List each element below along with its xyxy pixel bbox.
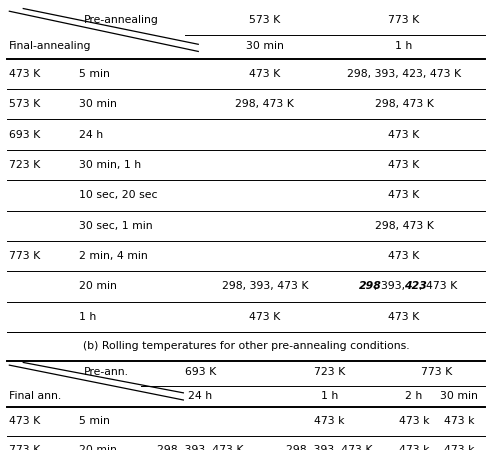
Text: 473 k: 473 k (444, 416, 474, 427)
Text: Final ann.: Final ann. (9, 391, 62, 401)
Text: 693 K: 693 K (184, 367, 216, 377)
Text: 20 min: 20 min (79, 445, 117, 450)
Text: 5 min: 5 min (79, 416, 110, 427)
Text: 298: 298 (359, 282, 382, 292)
Text: 298, 473 K: 298, 473 K (236, 99, 294, 109)
Text: 24 h: 24 h (79, 130, 103, 140)
Text: 30 min, 1 h: 30 min, 1 h (79, 160, 141, 170)
Text: 1 h: 1 h (79, 312, 96, 322)
Text: , 473 K: , 473 K (419, 282, 457, 292)
Text: 773 K: 773 K (9, 251, 41, 261)
Text: 30 min: 30 min (79, 99, 117, 109)
Text: 473 k: 473 k (399, 445, 430, 450)
Text: 473 K: 473 K (249, 312, 280, 322)
Text: 298, 393, 473 K: 298, 393, 473 K (157, 445, 244, 450)
Text: 5 min: 5 min (79, 69, 110, 79)
Text: 298, 473 K: 298, 473 K (375, 99, 433, 109)
Text: 2 h: 2 h (405, 391, 423, 401)
Text: 30 min: 30 min (246, 41, 284, 51)
Text: 1 h: 1 h (321, 391, 338, 401)
Text: 723 K: 723 K (314, 367, 345, 377)
Text: 473 K: 473 K (9, 69, 41, 79)
Text: 30 min: 30 min (440, 391, 478, 401)
Text: 773 K: 773 K (9, 445, 41, 450)
Text: Pre-ann.: Pre-ann. (84, 367, 129, 377)
Text: 473 K: 473 K (389, 251, 420, 261)
Text: 423: 423 (404, 282, 427, 292)
Text: 473 K: 473 K (389, 130, 420, 140)
Text: 723 K: 723 K (9, 160, 41, 170)
Text: 693 K: 693 K (9, 130, 41, 140)
Text: 573 K: 573 K (9, 99, 41, 109)
Text: 1 h: 1 h (396, 41, 413, 51)
Text: Final-annealing: Final-annealing (9, 41, 92, 51)
Text: 473 k: 473 k (399, 416, 430, 427)
Text: 473 K: 473 K (389, 190, 420, 200)
Text: 2 min, 4 min: 2 min, 4 min (79, 251, 148, 261)
Text: 20 min: 20 min (79, 282, 117, 292)
Text: 773 K: 773 K (421, 367, 452, 377)
Text: 573 K: 573 K (249, 15, 280, 25)
Text: 473 K: 473 K (249, 69, 280, 79)
Text: 473 K: 473 K (389, 312, 420, 322)
Text: 298, 393, 423, 473 K: 298, 393, 423, 473 K (347, 69, 461, 79)
Text: 473 K: 473 K (9, 416, 41, 427)
Text: 298, 393, 473 K: 298, 393, 473 K (221, 282, 308, 292)
Text: Pre-annealing: Pre-annealing (84, 15, 159, 25)
Text: 473 k: 473 k (444, 445, 474, 450)
Text: 773 K: 773 K (389, 15, 420, 25)
Text: (b) Rolling temperatures for other pre-annealing conditions.: (b) Rolling temperatures for other pre-a… (83, 342, 409, 351)
Text: 30 sec, 1 min: 30 sec, 1 min (79, 220, 153, 231)
Text: 10 sec, 20 sec: 10 sec, 20 sec (79, 190, 157, 200)
Text: 473 K: 473 K (389, 160, 420, 170)
Text: , 393,: , 393, (374, 282, 409, 292)
Text: 298, 393, 473 K: 298, 393, 473 K (286, 445, 373, 450)
Text: 298, 473 K: 298, 473 K (375, 220, 433, 231)
Text: 473 k: 473 k (314, 416, 345, 427)
Text: 24 h: 24 h (188, 391, 213, 401)
